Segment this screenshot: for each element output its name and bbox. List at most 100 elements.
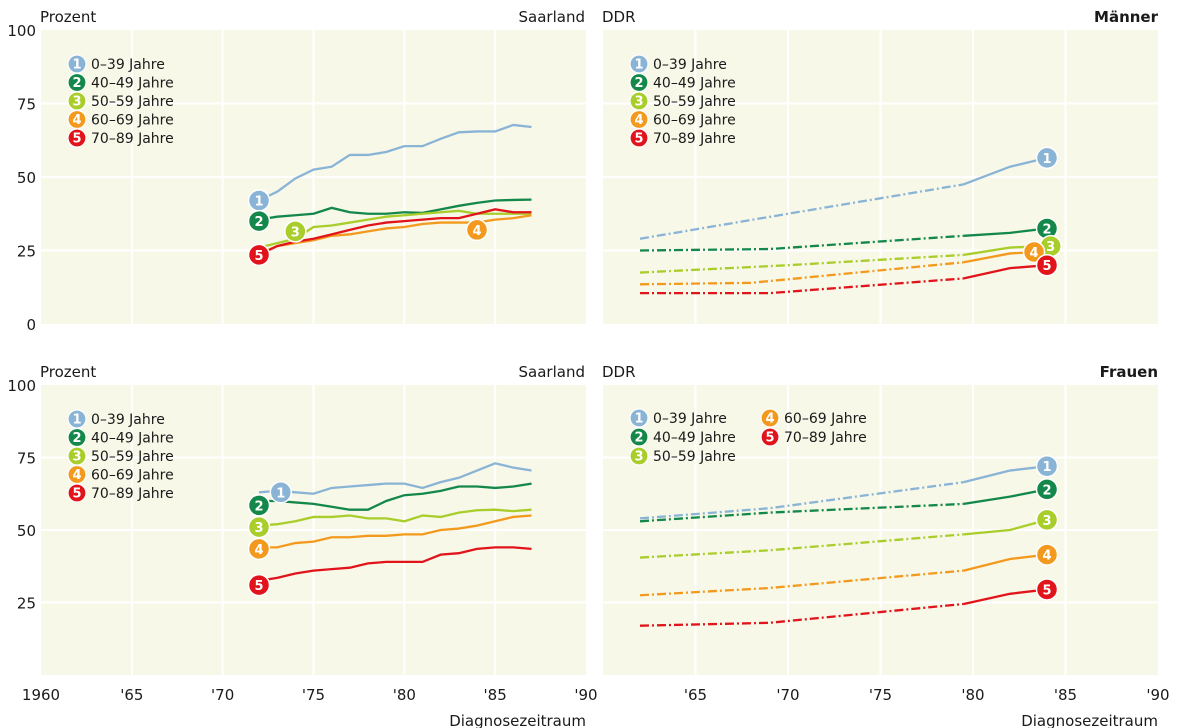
series-marker-label-3: 3 [254, 521, 263, 536]
series-marker-5 [1035, 578, 1059, 601]
legend-badge-label-5: 5 [634, 132, 643, 147]
series-line-3 [258, 508, 532, 527]
series-line-5 [963, 588, 1048, 606]
x-tick-label: '65 [120, 686, 143, 704]
series-marker-4 [247, 537, 271, 561]
legend-entry-1: 0–39 Jahre [91, 57, 165, 73]
series-line-dashed-1 [639, 183, 964, 240]
series-marker-3 [1035, 508, 1059, 532]
y-tick-label: 100 [7, 22, 36, 40]
series-line-dashed-3 [639, 533, 964, 559]
y-tick-label: 75 [17, 96, 36, 114]
legend-entry-4: 60–69 Jahre [784, 411, 867, 427]
legend-entry-2: 40–49 Jahre [653, 76, 736, 92]
series-marker-4 [1035, 543, 1059, 566]
legend-badge-5 [67, 128, 87, 148]
series-line-dashed-4 [639, 261, 964, 286]
series-marker-5 [247, 573, 271, 597]
series-line-1 [258, 123, 532, 202]
series-line-1 [963, 465, 1048, 484]
region-label: DDR [602, 363, 636, 381]
series-marker-label-2: 2 [254, 215, 263, 230]
legend-badge-label-3: 3 [634, 450, 643, 465]
x-tick-label: 1960 [22, 686, 60, 704]
x-tick-label: '90 [1146, 686, 1169, 704]
series-marker-label-1: 1 [254, 195, 263, 210]
legend-badge-label-3: 3 [634, 95, 643, 110]
legend-badge-2 [629, 427, 649, 447]
x-tick-label: '85 [1054, 686, 1077, 704]
legend-badge-3 [629, 446, 649, 466]
x-axis-label: Diagnosezeitraum [1021, 712, 1158, 728]
series-line-dashed-2 [639, 234, 964, 252]
series-marker-label-2: 2 [1042, 483, 1051, 498]
series-marker-label-3: 3 [291, 225, 300, 240]
series-marker-label-4: 4 [1030, 246, 1039, 261]
legend-badge-5 [67, 483, 87, 503]
sex-label: Frauen [1100, 363, 1158, 381]
legend-badge-label-4: 4 [72, 113, 81, 128]
legend-badge-label-3: 3 [72, 450, 81, 465]
y-tick-label: 100 [7, 377, 36, 395]
region-label: Saarland [519, 8, 585, 26]
series-marker-5 [247, 243, 271, 267]
series-line-dashed-5 [640, 277, 964, 295]
series-line-dashed-4 [639, 569, 964, 597]
y-tick-label: 50 [17, 522, 36, 540]
series-marker-label-1: 1 [1042, 152, 1051, 167]
legend-entry-5: 70–89 Jahre [91, 486, 174, 502]
legend-entry-4: 60–69 Jahre [91, 113, 174, 129]
y-axis-label: Prozent [40, 363, 96, 381]
series-marker-label-4: 4 [1042, 549, 1051, 564]
series-marker-label-3: 3 [1042, 514, 1051, 529]
series-marker-label-2: 2 [1042, 222, 1051, 237]
legend-entry-2: 40–49 Jahre [653, 430, 736, 446]
legend-badge-label-3: 3 [72, 95, 81, 110]
legend-entry-2: 40–49 Jahre [91, 76, 174, 92]
series-marker-label-5: 5 [254, 579, 263, 594]
legend-badge-label-5: 5 [72, 487, 81, 502]
legend-entry-1: 0–39 Jahre [653, 411, 727, 427]
legend-entry-5: 70–89 Jahre [784, 430, 867, 446]
y-tick-label: 25 [17, 243, 36, 261]
legend-entry-4: 60–69 Jahre [91, 468, 174, 484]
legend-badge-5 [629, 128, 649, 148]
series-line-1 [963, 156, 1048, 186]
x-tick-label: '80 [393, 686, 416, 704]
sex-label: Männer [1094, 8, 1159, 26]
series-marker-1 [1035, 454, 1059, 478]
series-line-2 [963, 227, 1048, 237]
series-line-4 [258, 214, 532, 255]
x-tick-label: '90 [574, 686, 597, 704]
legend-badge-label-4: 4 [634, 113, 643, 128]
series-line-dashed-3 [639, 253, 964, 274]
legend-entry-3: 50–59 Jahre [653, 94, 736, 110]
x-tick-label: '75 [869, 686, 892, 704]
series-marker-5 [1035, 253, 1059, 277]
legend-badge-label-1: 1 [634, 58, 643, 73]
legend-badge-label-2: 2 [634, 431, 643, 446]
series-line-3 [963, 518, 1048, 536]
chart-panel-bottom-right: DDR Frauen '65 '70 '75 '80 '85 '90 Diagnosezeitr… [602, 363, 1170, 728]
series-line-dashed-5 [639, 602, 964, 627]
series-line-2 [963, 488, 1048, 506]
legend-entry-1: 0–39 Jahre [91, 412, 165, 428]
legend-badge-4 [760, 408, 780, 428]
legend-entry-5: 70–89 Jahre [91, 131, 174, 147]
y-tick-label: 50 [17, 169, 36, 187]
legend-badge-label-1: 1 [72, 413, 81, 428]
series-marker-3 [284, 220, 307, 243]
y-axis-label: Prozent [40, 8, 96, 26]
legend-entry-3: 50–59 Jahre [653, 449, 736, 465]
legend-entry-1: 0–39 Jahre [653, 57, 727, 73]
x-tick-label: '75 [302, 686, 325, 704]
series-marker-label-5: 5 [1042, 259, 1051, 274]
legend-badge-label-5: 5 [72, 132, 81, 147]
x-tick-label: '70 [776, 686, 799, 704]
legend-badge-label-4: 4 [72, 468, 81, 483]
legend-badge-5 [760, 427, 780, 447]
series-line-4 [963, 553, 1048, 572]
